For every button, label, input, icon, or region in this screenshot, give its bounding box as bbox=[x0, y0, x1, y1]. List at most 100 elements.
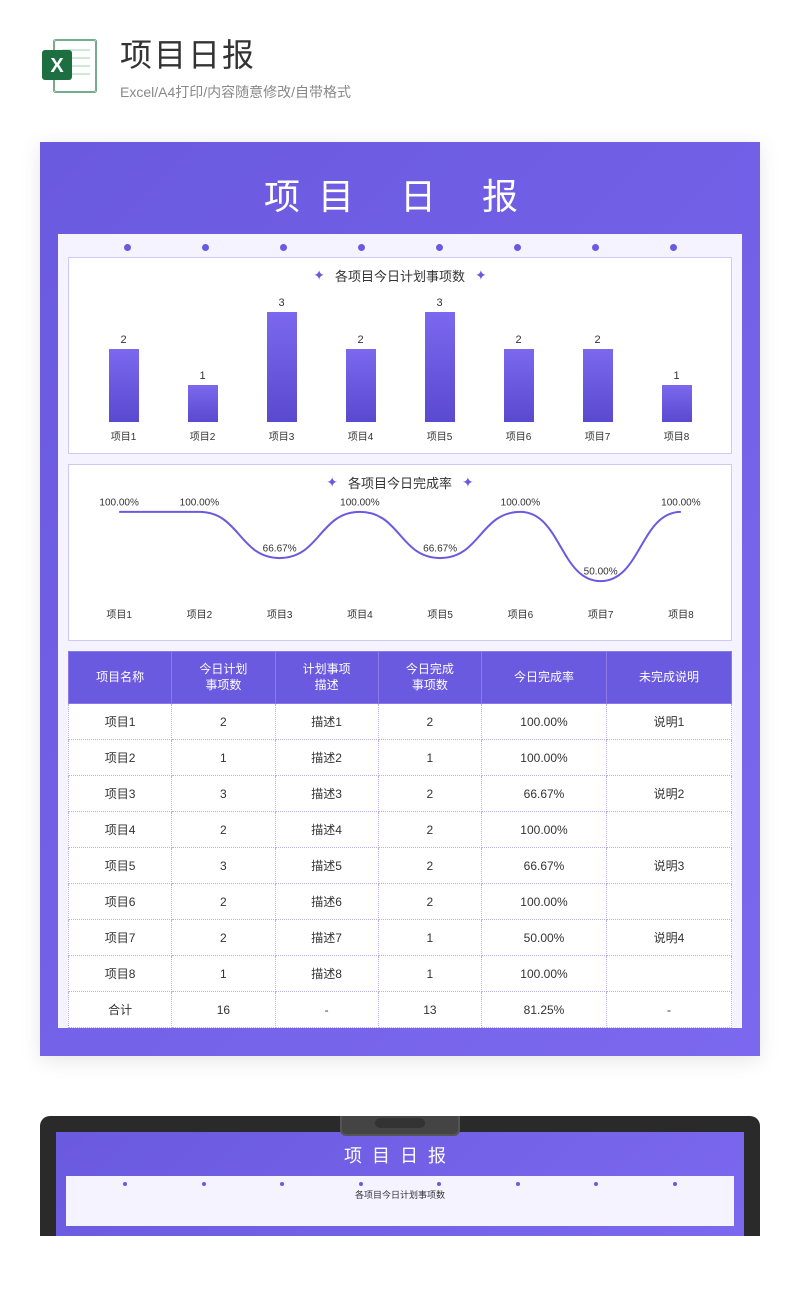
table-cell: 说明3 bbox=[606, 848, 731, 884]
line-point-label: 100.00% bbox=[661, 498, 700, 509]
table-cell: 1 bbox=[378, 920, 481, 956]
line-category-label: 项目6 bbox=[508, 606, 534, 621]
table-cell: 描述6 bbox=[275, 884, 378, 920]
table-cell: 说明4 bbox=[606, 920, 731, 956]
table-row: 项目42描述42100.00% bbox=[69, 812, 732, 848]
bar bbox=[188, 385, 218, 422]
bar bbox=[346, 349, 376, 422]
table-cell: 66.67% bbox=[482, 776, 607, 812]
bar-label: 项目5 bbox=[427, 428, 453, 443]
table-header-cell: 未完成说明 bbox=[606, 652, 731, 704]
table-cell: 2 bbox=[378, 776, 481, 812]
table-cell: 100.00% bbox=[482, 956, 607, 992]
bar bbox=[662, 385, 692, 422]
line-chart-section: ✦ 各项目今日完成率 ✦ 项目1项目2项目3项目4项目5项目6项目7项目8 10… bbox=[68, 464, 732, 641]
bar-label: 项目3 bbox=[269, 428, 295, 443]
table-cell: 项目8 bbox=[69, 956, 172, 992]
bar-value: 1 bbox=[199, 370, 205, 382]
bar-column: 2项目7 bbox=[558, 334, 637, 443]
table-cell bbox=[606, 956, 731, 992]
table-cell: 100.00% bbox=[482, 812, 607, 848]
table-cell: 说明1 bbox=[606, 704, 731, 740]
table-cell: 2 bbox=[172, 884, 275, 920]
star-icon: ✦ bbox=[313, 267, 325, 284]
bar-chart-title-row: ✦ 各项目今日计划事项数 ✦ bbox=[79, 266, 721, 285]
line-category-label: 项目2 bbox=[187, 606, 213, 621]
line-category-label: 项目5 bbox=[427, 606, 453, 621]
template-card: 项目 日 报 ✦ 各项目今日计划事项数 ✦ 2项目11项目23项目32项目43项… bbox=[40, 142, 760, 1056]
table-cell: - bbox=[275, 992, 378, 1028]
table-cell: 项目2 bbox=[69, 740, 172, 776]
bar-column: 3项目5 bbox=[400, 297, 479, 443]
table-row: 项目53描述5266.67%说明3 bbox=[69, 848, 732, 884]
table-cell: 81.25% bbox=[482, 992, 607, 1028]
table-row: 项目81描述81100.00% bbox=[69, 956, 732, 992]
table-row: 项目21描述21100.00% bbox=[69, 740, 732, 776]
bar-label: 项目7 bbox=[585, 428, 611, 443]
table-cell: 项目1 bbox=[69, 704, 172, 740]
line-point-label: 100.00% bbox=[340, 498, 379, 509]
table-header-cell: 今日完成事项数 bbox=[378, 652, 481, 704]
mini-card: 项目日报 各项目今日计划事项数 bbox=[56, 1132, 744, 1236]
bar-column: 3项目3 bbox=[242, 297, 321, 443]
table-cell: 3 bbox=[172, 776, 275, 812]
bar-column: 2 项目4 bbox=[321, 334, 400, 443]
table-cell: 描述3 bbox=[275, 776, 378, 812]
table-header-cell: 今日计划事项数 bbox=[172, 652, 275, 704]
bar-label: 项目2 bbox=[190, 428, 216, 443]
table-cell: 项目4 bbox=[69, 812, 172, 848]
inner-panel: ✦ 各项目今日计划事项数 ✦ 2项目11项目23项目32项目43项目52项目62… bbox=[58, 234, 742, 1028]
table-cell: 50.00% bbox=[482, 920, 607, 956]
mini-inner: 各项目今日计划事项数 bbox=[66, 1176, 734, 1226]
line-chart-title-row: ✦ 各项目今日完成率 ✦ bbox=[79, 473, 721, 492]
bar-label: 项目8 bbox=[664, 428, 690, 443]
table-cell: 项目6 bbox=[69, 884, 172, 920]
table-cell: 2 bbox=[378, 884, 481, 920]
bar-chart-section: ✦ 各项目今日计划事项数 ✦ 2项目11项目23项目32项目43项目52项目62… bbox=[68, 257, 732, 454]
svg-text:X: X bbox=[50, 55, 64, 77]
table-header-cell: 计划事项描述 bbox=[275, 652, 378, 704]
line-chart-title: 各项目今日完成率 bbox=[348, 473, 452, 492]
line-point-label: 100.00% bbox=[180, 498, 219, 509]
table-cell: 项目7 bbox=[69, 920, 172, 956]
bar-value: 2 bbox=[357, 334, 363, 346]
bar bbox=[583, 349, 613, 422]
bar-column: 2项目1 bbox=[84, 334, 163, 443]
clipboard-preview: 项目日报 各项目今日计划事项数 bbox=[40, 1116, 760, 1236]
table-cell: 项目5 bbox=[69, 848, 172, 884]
line-point-label: 66.67% bbox=[423, 544, 457, 555]
table-header-cell: 项目名称 bbox=[69, 652, 172, 704]
table-row: 项目72描述7150.00%说明4 bbox=[69, 920, 732, 956]
bar-column: 2项目6 bbox=[479, 334, 558, 443]
header-text-block: 项目日报 Excel/A4打印/内容随意修改/自带格式 bbox=[120, 30, 760, 102]
table-cell: 描述7 bbox=[275, 920, 378, 956]
line-category-label: 项目1 bbox=[106, 606, 132, 621]
line-category-label: 项目8 bbox=[668, 606, 694, 621]
table-cell: 描述5 bbox=[275, 848, 378, 884]
table-cell: 描述8 bbox=[275, 956, 378, 992]
line-category-label: 项目3 bbox=[267, 606, 293, 621]
table-cell: 描述1 bbox=[275, 704, 378, 740]
line-category-label: 项目7 bbox=[588, 606, 614, 621]
bar-column: 1项目8 bbox=[637, 370, 716, 443]
table-cell: 1 bbox=[172, 740, 275, 776]
line-point-label: 50.00% bbox=[584, 567, 618, 578]
star-icon: ✦ bbox=[462, 474, 474, 491]
excel-icon: X bbox=[40, 36, 100, 96]
table-cell: - bbox=[606, 992, 731, 1028]
bar-value: 2 bbox=[120, 334, 126, 346]
line-point-label: 100.00% bbox=[99, 498, 138, 509]
header-title: 项目日报 bbox=[120, 30, 760, 76]
table-cell bbox=[606, 884, 731, 920]
bar-label: 项目4 bbox=[348, 428, 374, 443]
bar bbox=[425, 312, 455, 422]
bar-label: 项目6 bbox=[506, 428, 532, 443]
page-header: X 项目日报 Excel/A4打印/内容随意修改/自带格式 bbox=[0, 0, 800, 122]
table-cell: 13 bbox=[378, 992, 481, 1028]
table-cell bbox=[606, 740, 731, 776]
line-point-label: 66.67% bbox=[263, 544, 297, 555]
bar bbox=[504, 349, 534, 422]
table-cell: 100.00% bbox=[482, 740, 607, 776]
table-header-cell: 今日完成率 bbox=[482, 652, 607, 704]
table-cell: 描述4 bbox=[275, 812, 378, 848]
